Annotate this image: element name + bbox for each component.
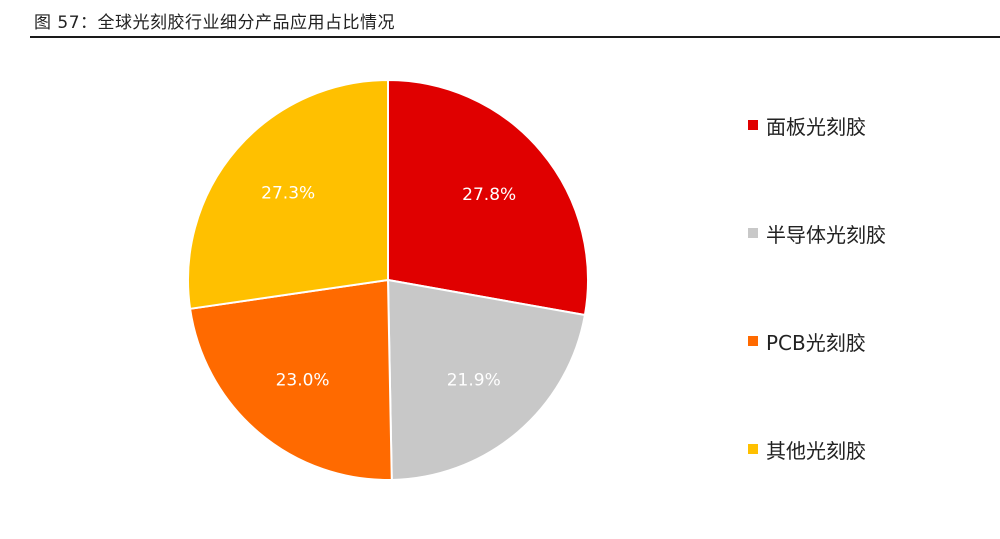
pie-slice (387, 78, 589, 317)
pie-chart: 27.8% 21.9% 23.0% 27.3% (187, 78, 589, 481)
legend-item: 半导体光刻胶 (748, 215, 886, 251)
slice-data-label: 21.9% (447, 370, 501, 390)
legend-swatch (748, 336, 758, 346)
legend-swatch (748, 120, 758, 130)
slice-data-label: 23.0% (276, 371, 330, 391)
legend-swatch (748, 444, 758, 454)
figure-caption: 图 57：全球光刻胶行业细分产品应用占比情况 (34, 13, 396, 33)
legend-item: 其他光刻胶 (748, 431, 886, 467)
pie-slice (188, 278, 393, 481)
legend-item: 面板光刻胶 (748, 107, 886, 143)
pie-slice (187, 78, 389, 310)
slice-data-label: 27.3% (261, 184, 315, 204)
caption-divider (30, 36, 1000, 38)
legend-swatch (748, 228, 758, 238)
legend-label: 半导体光刻胶 (766, 222, 886, 247)
legend-label: PCB光刻胶 (766, 330, 866, 355)
legend-label: 面板光刻胶 (766, 114, 866, 139)
chart-legend: 面板光刻胶半导体光刻胶 PCB光刻胶 其他光刻胶 (748, 107, 886, 539)
slice-data-label: 27.8% (462, 185, 516, 205)
legend-label: 其他光刻胶 (766, 438, 866, 463)
pie-slice (386, 278, 587, 481)
legend-item: PCB光刻胶 (748, 323, 886, 359)
